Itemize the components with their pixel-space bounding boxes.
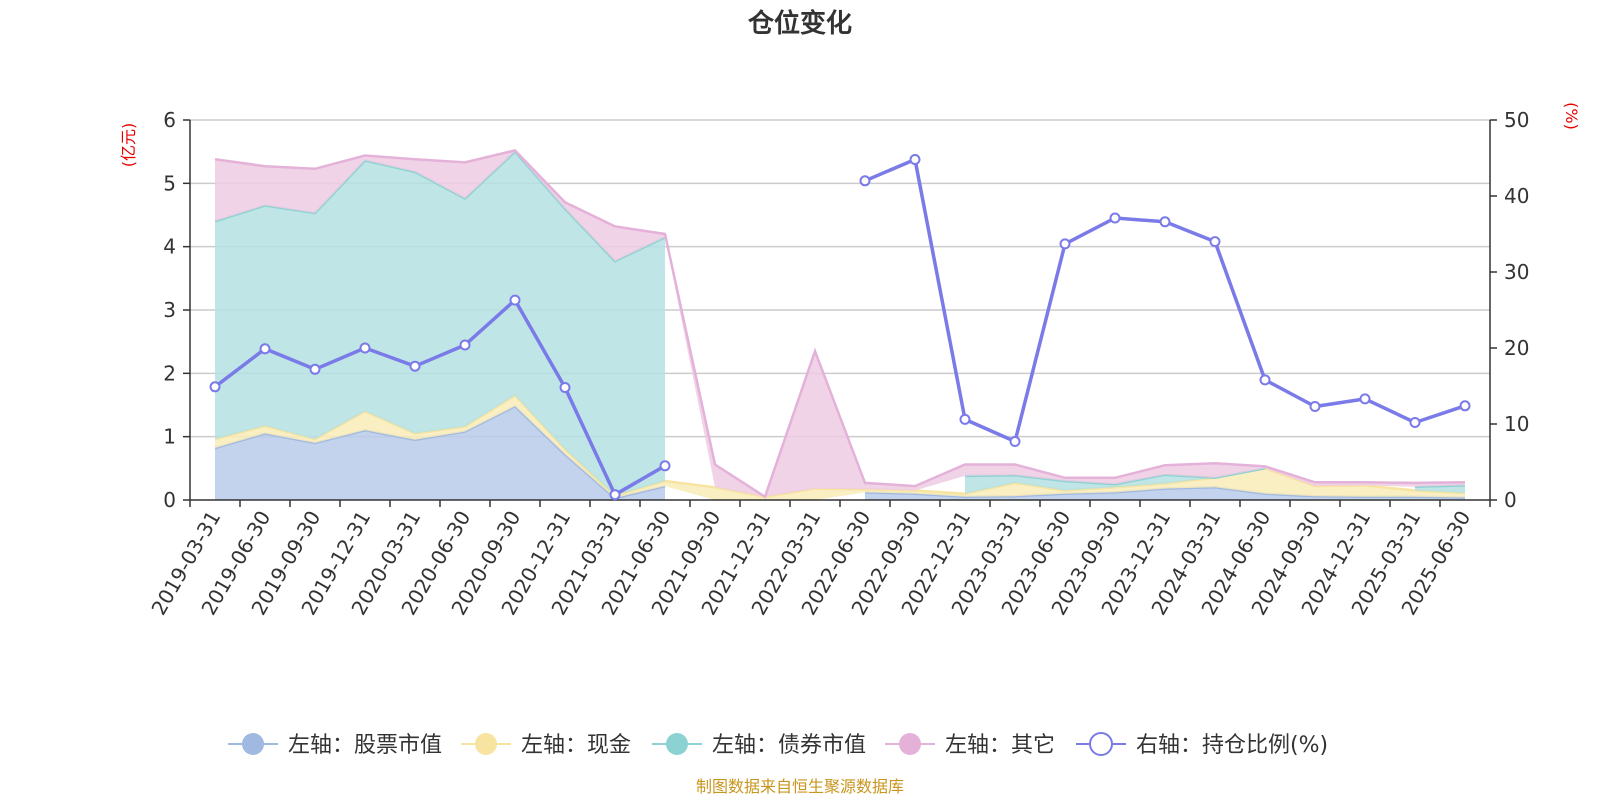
ratio-point-2019-06-30 xyxy=(259,343,271,355)
legend-marker-2 xyxy=(475,733,497,755)
y-left-tick-2: 2 xyxy=(163,361,176,385)
y-left-tick-3: 3 xyxy=(163,298,176,322)
ratio-point-2024-12-31 xyxy=(1359,393,1371,405)
legend-item-3: 左轴：债券市值 xyxy=(652,733,866,758)
ratio-point-2025-06-30 xyxy=(1459,400,1471,412)
legend-label-3: 左轴：债券市值 xyxy=(712,733,866,758)
ratio-point-2020-03-31 xyxy=(409,360,421,372)
legend-label-5: 右轴：持仓比例(%) xyxy=(1136,733,1328,758)
y-right-tick-50: 50 xyxy=(1504,108,1529,132)
ratio-point-2023-12-31 xyxy=(1159,216,1171,228)
ratio-point-2023-03-31 xyxy=(1009,436,1021,447)
area-series-3-segment-2 xyxy=(965,468,1265,494)
y-left-tick-labels: 0 1 2 3 4 5 6 xyxy=(163,108,190,512)
ratio-point-2020-06-30 xyxy=(459,339,471,351)
ratio-point-2023-09-30 xyxy=(1109,212,1121,224)
ratio-point-2025-03-31 xyxy=(1409,417,1421,428)
ratio-point-2021-06-30 xyxy=(659,460,671,472)
legend-marker-1 xyxy=(242,733,264,755)
legend-label-1: 左轴：股票市值 xyxy=(288,733,442,758)
area-series-1-segment-1 xyxy=(215,406,665,500)
legend-item-1: 左轴：股票市值 xyxy=(228,733,442,758)
legend-label-2: 左轴：现金 xyxy=(521,733,631,758)
y-left-tick-5: 5 xyxy=(163,171,176,195)
ratio-point-2020-09-30 xyxy=(509,294,521,306)
ratio-point-2022-12-31 xyxy=(959,413,971,425)
area-series-2-segment-1 xyxy=(215,395,1465,500)
ratio-line-segment-2 xyxy=(864,157,1466,444)
stacked-areas xyxy=(214,149,1466,500)
legend-marker-5 xyxy=(1089,732,1113,756)
y-right-tick-10: 10 xyxy=(1504,412,1529,436)
ratio-point-2021-03-31 xyxy=(609,489,621,501)
ratio-point-2024-03-31 xyxy=(1209,236,1221,248)
holding-ratio-line xyxy=(209,154,1471,501)
y-right-tick-40: 40 xyxy=(1504,184,1529,208)
ratio-point-2024-06-30 xyxy=(1259,374,1271,386)
ratio-point-2022-09-30 xyxy=(909,154,921,165)
ratio-point-2022-06-30 xyxy=(859,175,871,187)
y-left-tick-4: 4 xyxy=(163,235,176,259)
y-left-tick-6: 6 xyxy=(163,108,176,132)
chart-title: 仓位变化 xyxy=(747,8,852,39)
x-tick-labels: 2019-03-312019-06-302019-09-302019-12-31… xyxy=(146,507,1475,620)
area-series-4-segment-1 xyxy=(215,150,1465,497)
y-right-tick-labels: 0 10 20 30 40 50 xyxy=(1490,108,1529,512)
ratio-point-2020-12-31 xyxy=(559,382,571,393)
legend-item-4: 左轴：其它 xyxy=(885,733,1055,758)
y-right-axis-label: (%) xyxy=(1562,102,1581,130)
legend-item-5: 右轴：持仓比例(%) xyxy=(1076,732,1328,758)
ratio-point-2024-09-30 xyxy=(1309,401,1321,412)
legend-label-4: 左轴：其它 xyxy=(945,733,1055,758)
area-series-4-edge-1 xyxy=(214,149,1466,499)
area-series-3-segment-1 xyxy=(215,151,665,496)
ratio-point-2019-12-31 xyxy=(359,342,371,354)
data-source-note: 制图数据来自恒生聚源数据库 xyxy=(696,777,904,796)
y-left-tick-1: 1 xyxy=(163,425,176,449)
ratio-line-segment-1 xyxy=(213,298,666,497)
legend-item-2: 左轴：现金 xyxy=(461,733,631,758)
y-left-axis-label: (亿元) xyxy=(119,123,138,168)
y-right-tick-30: 30 xyxy=(1504,260,1529,284)
y-right-tick-20: 20 xyxy=(1504,336,1529,360)
y-right-tick-0: 0 xyxy=(1504,488,1517,512)
ratio-point-2019-03-31 xyxy=(209,381,221,393)
ratio-point-2023-06-30 xyxy=(1059,238,1071,250)
legend: 左轴：股票市值 左轴：现金 左轴：债券市值 左轴：其它 右轴：持仓比例(%) xyxy=(228,732,1328,758)
legend-marker-3 xyxy=(666,733,688,755)
ratio-point-2019-09-30 xyxy=(309,363,321,375)
legend-marker-4 xyxy=(899,733,921,755)
y-left-tick-0: 0 xyxy=(163,488,176,512)
